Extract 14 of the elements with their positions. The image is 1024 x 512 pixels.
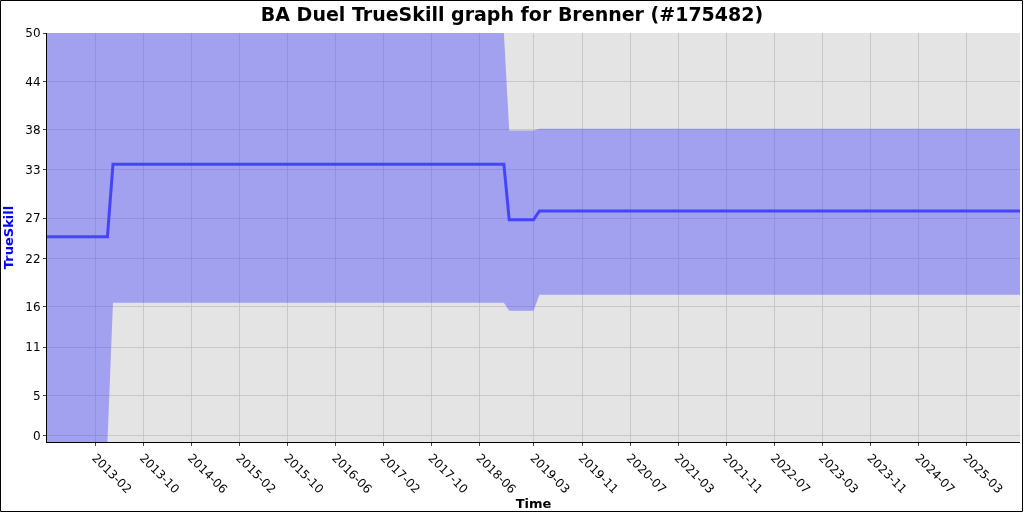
- y-axis-title: TrueSkill: [1, 205, 17, 270]
- y-tick-label: 5: [32, 388, 41, 403]
- y-tick-label: 38: [25, 122, 41, 137]
- y-tick-label: 44: [25, 74, 41, 89]
- y-tick-label: 22: [25, 251, 41, 266]
- y-tick-label: 0: [32, 428, 41, 443]
- line-series: [47, 162, 1020, 239]
- y-tick-label: 33: [25, 163, 41, 178]
- y-tick-label: 50: [25, 26, 41, 41]
- y-tick-label: 16: [25, 299, 41, 314]
- x-axis-title: Time: [515, 496, 552, 512]
- y-tick-label: 11: [25, 340, 41, 355]
- y-tick-label: 27: [25, 211, 41, 226]
- chart-title: BA Duel TrueSkill graph for Brenner (#175482): [260, 2, 764, 25]
